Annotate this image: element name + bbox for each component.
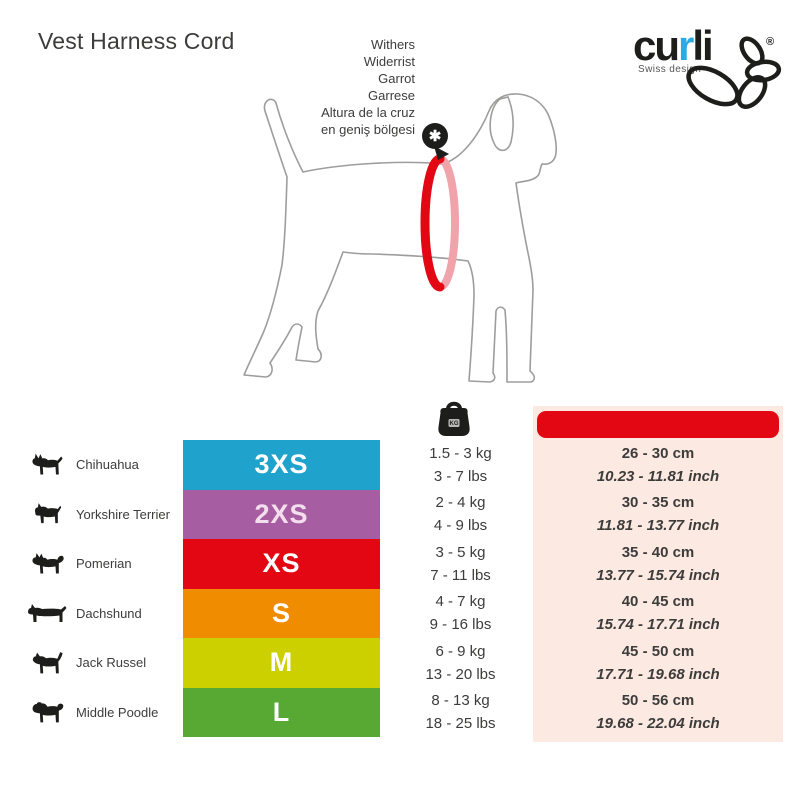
size-bar-3xs: 3XS <box>183 440 380 490</box>
size-label: XS <box>262 548 301 579</box>
jack-russel-icon <box>26 649 68 677</box>
withers-label: Withers <box>370 37 415 52</box>
breed-row: Yorkshire Terrier <box>26 490 180 540</box>
girth-cell: 50 - 56 cm 19.68 - 22.04 inch <box>533 688 783 738</box>
breed-label: Yorkshire Terrier <box>76 506 170 522</box>
size-bar-xs: XS <box>183 539 380 589</box>
size-bar-m: M <box>183 638 380 688</box>
breed-row: Middle Poodle <box>26 688 180 738</box>
girth-inch: 19.68 - 22.04 inch <box>596 715 720 733</box>
size-bar-2xs: 2XS <box>183 489 380 539</box>
weight-lbs: 3 - 7 lbs <box>433 467 488 485</box>
girth-cm: 26 - 30 cm <box>621 444 695 462</box>
girth-cell: 35 - 40 cm 13.77 - 15.74 inch <box>533 539 783 589</box>
breed-row: Dachshund <box>26 589 180 639</box>
size-label: M <box>269 647 294 678</box>
girth-cm: 50 - 56 cm <box>621 692 695 710</box>
breed-label: Chihuahua <box>76 457 139 473</box>
girth-inch: 17.71 - 19.68 inch <box>596 665 720 683</box>
weight-cell: 6 - 9 kg 13 - 20 lbs <box>398 638 523 688</box>
breed-list: Chihuahua Yorkshire Terrier Pomerian Dac… <box>26 440 180 737</box>
dachshund-icon <box>26 601 68 625</box>
girth-inch: 10.23 - 11.81 inch <box>596 467 720 485</box>
size-label: 2XS <box>254 498 309 529</box>
curli-flower-icon <box>686 36 782 109</box>
dog-silhouette <box>243 93 557 383</box>
weight-lbs: 4 - 9 lbs <box>433 517 488 535</box>
weight-cell: 8 - 13 kg 18 - 25 lbs <box>398 688 523 738</box>
girth-cm: 45 - 50 cm <box>621 642 695 660</box>
girth-cell: 40 - 45 cm 15.74 - 17.71 inch <box>533 589 783 639</box>
girth-inch: 15.74 - 17.71 inch <box>596 616 720 634</box>
registered-trademark-symbol: ® <box>766 36 775 48</box>
girth-ring-front <box>420 154 445 292</box>
size-label: L <box>272 696 291 727</box>
withers-label: en geniş bölgesi <box>321 122 415 137</box>
asterisk-icon: ✱ <box>428 128 442 145</box>
page-title: Vest Harness Cord <box>38 28 235 54</box>
withers-label: Garrese <box>368 88 415 103</box>
weight-kg: 2 - 4 kg <box>435 494 486 512</box>
girth-cm: 40 - 45 cm <box>621 593 695 611</box>
weight-kg: 1.5 - 3 kg <box>429 444 492 462</box>
measure-point-marker: ✱ <box>422 123 448 149</box>
withers-label-block: Withers Widerrist Garrot Garrese Altura … <box>245 36 415 138</box>
breed-label: Pomerian <box>76 556 132 572</box>
arrow-down-icon <box>434 146 449 160</box>
brand-logo-suffix: li <box>692 22 713 69</box>
girth-panel <box>533 406 783 742</box>
weight-kg: 3 - 5 kg <box>435 543 486 561</box>
weight-kg: 4 - 7 kg <box>435 593 486 611</box>
weight-cell: 1.5 - 3 kg 3 - 7 lbs <box>398 440 523 490</box>
size-label: S <box>271 597 291 628</box>
weight-lbs: 9 - 16 lbs <box>429 616 492 634</box>
breed-label: Middle Poodle <box>76 704 159 720</box>
weight-kg: 6 - 9 kg <box>435 642 486 660</box>
weight-cell: 2 - 4 kg 4 - 9 lbs <box>398 490 523 540</box>
brand-tagline: Swiss design <box>638 64 702 75</box>
dog-ear <box>489 96 514 152</box>
girth-cell: 45 - 50 cm 17.71 - 19.68 inch <box>533 638 783 688</box>
girth-cm: 30 - 35 cm <box>621 494 695 512</box>
breed-label: Dachshund <box>76 605 142 621</box>
weight-lbs: 13 - 20 lbs <box>425 665 496 683</box>
size-bar-s: S <box>183 588 380 638</box>
breed-row: Pomerian <box>26 539 180 589</box>
girth-panel-header-bar <box>537 411 779 438</box>
size-label: 3XS <box>254 449 309 480</box>
withers-label: Altura de la cruz <box>321 105 415 120</box>
breed-row: Chihuahua <box>26 440 180 490</box>
withers-label: Widerrist <box>363 54 415 69</box>
weight-kg: 8 - 13 kg <box>431 692 490 710</box>
girth-cm: 35 - 40 cm <box>621 543 695 561</box>
size-bars: 3XS 2XS XS S M L <box>183 440 380 737</box>
middle-poodle-icon <box>26 698 68 726</box>
weight-lbs: 18 - 25 lbs <box>425 715 496 733</box>
girth-cell: 26 - 30 cm 10.23 - 11.81 inch <box>533 440 783 490</box>
yorkshire-terrier-icon <box>26 500 68 528</box>
size-bar-l: L <box>183 687 380 737</box>
girth-inch: 11.81 - 13.77 inch <box>596 517 720 535</box>
girth-cell: 30 - 35 cm 11.81 - 13.77 inch <box>533 490 783 540</box>
brand-logo-accent: r <box>678 22 694 69</box>
girth-column: 26 - 30 cm 10.23 - 11.81 inch 30 - 35 cm… <box>533 440 783 737</box>
girth-inch: 13.77 - 15.74 inch <box>596 566 720 584</box>
breed-row: Jack Russel <box>26 638 180 688</box>
chihuahua-icon <box>26 452 68 478</box>
brand-logo-prefix: cu <box>633 22 680 69</box>
kg-label: KG <box>450 421 459 427</box>
weight-lbs: 7 - 11 lbs <box>430 566 491 584</box>
withers-label: Garrot <box>378 71 415 86</box>
brand-logo: curli <box>633 22 714 70</box>
weight-column: 1.5 - 3 kg 3 - 7 lbs 2 - 4 kg 4 - 9 lbs … <box>398 440 523 737</box>
pomerian-icon <box>26 551 68 577</box>
kg-weight-icon: KG <box>438 401 470 436</box>
breed-label: Jack Russel <box>76 655 147 671</box>
weight-cell: 4 - 7 kg 9 - 16 lbs <box>398 589 523 639</box>
weight-cell: 3 - 5 kg 7 - 11 lbs <box>398 539 523 589</box>
dog-illustration <box>243 93 557 383</box>
